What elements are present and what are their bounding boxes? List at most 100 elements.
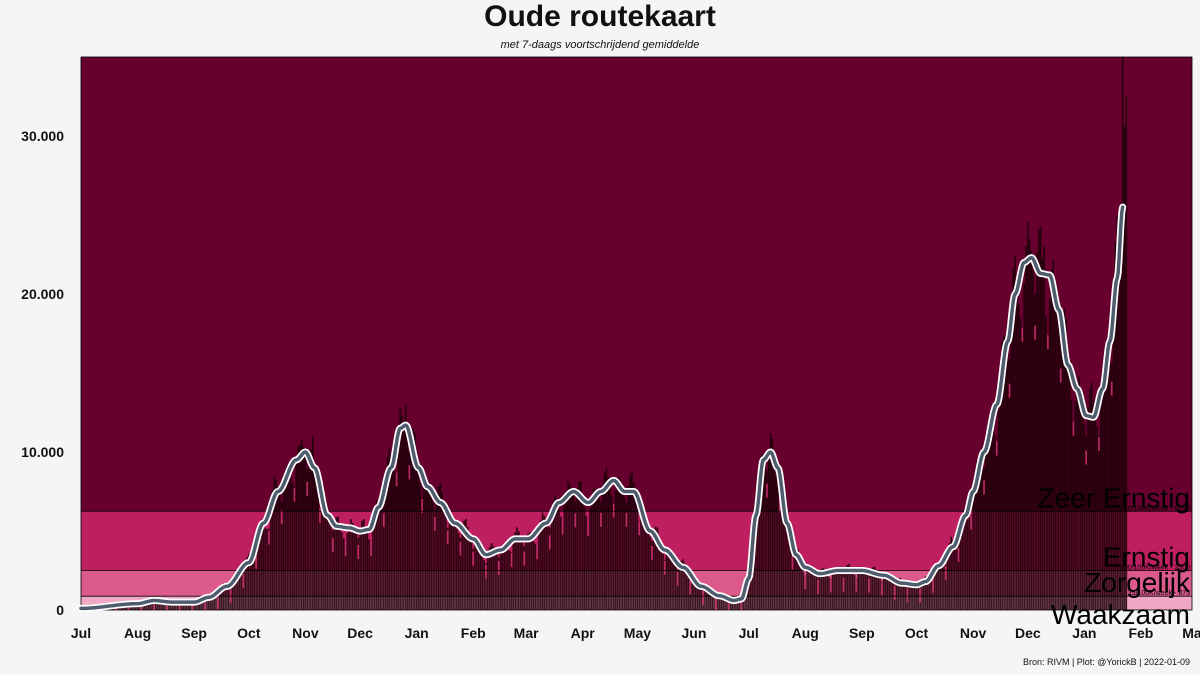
daily-bar: [525, 538, 527, 610]
daily-bar-highlight: [906, 588, 909, 603]
daily-bar: [154, 601, 157, 610]
daily-bar: [193, 601, 195, 610]
daily-bar: [445, 516, 447, 610]
daily-bar: [1054, 283, 1056, 610]
daily-bar: [474, 541, 476, 610]
zone-label-zeer-ernstig: Zeer Ernstig: [1038, 482, 1191, 513]
daily-bar: [412, 428, 414, 610]
daily-bar: [337, 516, 340, 610]
daily-bar-highlight: [421, 498, 423, 513]
daily-bar: [1068, 374, 1071, 610]
daily-bar: [211, 596, 214, 610]
daily-bar: [693, 578, 695, 610]
daily-bar-highlight: [676, 571, 679, 586]
daily-bar: [244, 563, 247, 610]
daily-bar: [1065, 318, 1067, 610]
daily-bar: [875, 570, 878, 610]
daily-bar: [771, 438, 774, 610]
daily-bar: [904, 585, 907, 610]
daily-bar-highlight: [344, 542, 347, 557]
daily-bar: [215, 594, 217, 610]
zone-sublabel: 100/100K/week - 2500: [1120, 565, 1190, 572]
daily-bar: [189, 602, 192, 610]
daily-bar: [669, 550, 672, 610]
daily-bar: [381, 504, 383, 610]
daily-bar: [594, 489, 597, 610]
daily-bar: [176, 602, 179, 610]
daily-bar: [570, 489, 573, 610]
daily-bar: [248, 553, 250, 610]
x-tick-label: Nov: [292, 625, 319, 641]
daily-bar-highlight: [1072, 421, 1075, 436]
daily-bar: [313, 467, 316, 610]
daily-bar: [722, 596, 724, 610]
daily-bar: [944, 564, 947, 610]
daily-bar: [362, 519, 365, 610]
daily-bar: [592, 487, 595, 610]
daily-bar: [549, 527, 551, 610]
daily-bar: [497, 557, 500, 610]
daily-bar: [1006, 348, 1009, 610]
daily-bar: [696, 584, 699, 610]
daily-bar: [780, 493, 783, 610]
daily-bar: [1005, 337, 1007, 610]
daily-bar: [1096, 426, 1098, 610]
daily-bar: [634, 494, 637, 610]
daily-bar: [565, 491, 568, 610]
daily-bar: [372, 527, 374, 610]
daily-bar: [607, 477, 610, 610]
daily-bar: [680, 560, 683, 610]
daily-bar: [1012, 268, 1015, 610]
daily-bar: [753, 540, 755, 610]
daily-bar: [559, 516, 562, 610]
daily-bar: [636, 507, 639, 610]
daily-bar: [408, 451, 411, 610]
daily-bar: [601, 485, 604, 610]
daily-bar: [955, 542, 958, 610]
daily-bar: [1067, 348, 1069, 610]
daily-bar: [716, 595, 719, 610]
daily-bar: [406, 438, 409, 610]
daily-bar: [528, 532, 531, 610]
daily-bar: [258, 526, 261, 610]
daily-bar: [200, 599, 203, 610]
daily-bar: [784, 505, 787, 610]
daily-bar: [224, 584, 226, 610]
daily-bar: [465, 519, 467, 610]
zone-band-zeer-ernstig: [81, 57, 1192, 512]
daily-bar-highlight: [829, 578, 832, 593]
daily-bar: [859, 569, 861, 610]
daily-bar: [870, 570, 872, 610]
daily-bar: [788, 524, 790, 610]
daily-bar: [277, 487, 279, 610]
daily-bar: [939, 565, 942, 610]
daily-bar: [678, 564, 681, 610]
daily-bar-highlight: [357, 545, 360, 560]
daily-bar: [589, 509, 591, 610]
daily-bar: [961, 516, 963, 610]
daily-bar: [521, 540, 524, 610]
daily-bar: [384, 477, 387, 610]
zone-sublabel: 35/100K/week - 875: [1128, 590, 1190, 597]
daily-bar: [401, 414, 403, 610]
daily-bar-highlight: [663, 560, 666, 575]
daily-bar: [435, 495, 438, 610]
daily-bar: [756, 498, 759, 610]
daily-bar-highlight: [1110, 381, 1113, 396]
daily-bar-highlight: [1059, 368, 1062, 383]
daily-bar: [519, 536, 522, 610]
daily-bar: [895, 580, 898, 610]
x-tick-label: Jan: [405, 625, 429, 641]
daily-bar: [941, 566, 943, 610]
daily-bar: [508, 550, 511, 610]
daily-bar: [339, 524, 341, 610]
daily-bar: [373, 512, 376, 610]
daily-bar: [175, 602, 177, 610]
daily-bar: [968, 517, 971, 610]
daily-bar: [202, 599, 205, 610]
daily-bar: [775, 475, 777, 610]
daily-bar: [1125, 96, 1128, 610]
daily-bar-highlight: [153, 602, 155, 610]
daily-bar: [310, 449, 312, 610]
daily-bar-highlight: [587, 521, 589, 536]
